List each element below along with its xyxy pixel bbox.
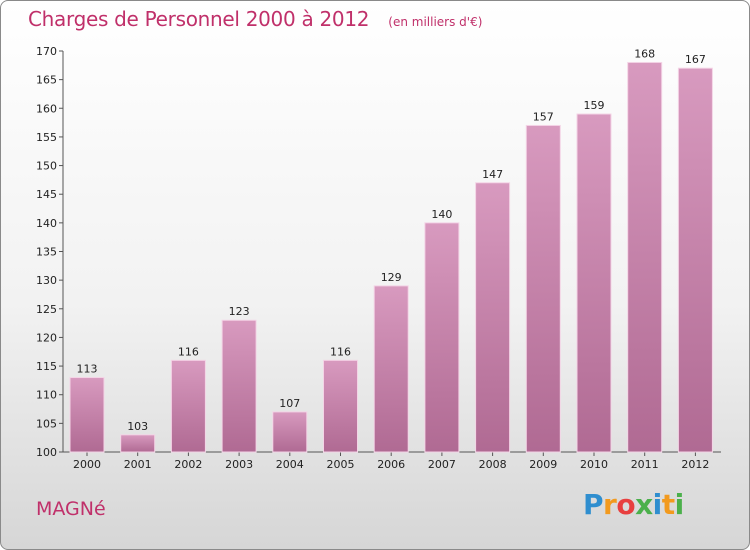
bar [221, 319, 257, 453]
x-tick-label: 2005 [327, 458, 355, 471]
x-tick-label: 2002 [174, 458, 202, 471]
logo-letter: r [603, 488, 617, 521]
bar-value-label: 167 [685, 53, 706, 66]
x-tick-label: 2000 [73, 458, 101, 471]
bar [272, 411, 308, 453]
bar [677, 67, 713, 453]
x-tick-label: 2012 [681, 458, 709, 471]
bar [323, 359, 358, 453]
chart-subtitle: (en milliers d'€) [388, 15, 483, 29]
y-tick-label: 160 [36, 102, 57, 115]
bar-value-label: 147 [482, 168, 503, 181]
chart-title-block: Charges de Personnel 2000 à 2012 (en mil… [28, 7, 482, 31]
x-tick-label: 2009 [529, 458, 557, 471]
bar-value-label: 107 [279, 397, 300, 410]
y-tick-label: 155 [36, 131, 57, 144]
bar [69, 377, 105, 453]
y-tick-label: 135 [36, 246, 57, 259]
bar-value-label: 168 [634, 47, 655, 60]
bar-value-label: 116 [178, 345, 199, 358]
y-tick-label: 170 [36, 45, 57, 58]
bar-value-label: 159 [584, 99, 605, 112]
y-tick-label: 120 [36, 331, 57, 344]
bar [627, 61, 663, 453]
bar-value-label: 113 [77, 363, 98, 376]
x-tick-label: 2011 [631, 458, 659, 471]
y-tick-label: 150 [36, 160, 57, 173]
x-tick-label: 2008 [479, 458, 507, 471]
logo-letter: i [674, 488, 685, 521]
logo-letter: t [661, 488, 675, 521]
x-tick-label: 2004 [276, 458, 304, 471]
y-tick-label: 145 [36, 188, 57, 201]
x-tick-label: 2001 [124, 458, 152, 471]
y-tick-label: 140 [36, 217, 57, 230]
bar [424, 222, 460, 453]
x-tick-label: 2006 [377, 458, 405, 471]
bar [373, 285, 409, 453]
x-tick-label: 2003 [225, 458, 253, 471]
bar-value-label: 116 [330, 345, 351, 358]
bar [475, 182, 511, 453]
bar-value-label: 129 [381, 271, 402, 284]
bar [525, 124, 561, 453]
y-tick-label: 100 [36, 446, 57, 459]
bar-value-label: 123 [229, 305, 250, 318]
location-name: MAGNé [36, 498, 106, 520]
x-tick-label: 2007 [428, 458, 456, 471]
logo-letter: P [583, 488, 604, 521]
logo-letter: x [635, 488, 653, 521]
y-tick-label: 105 [36, 417, 57, 430]
y-tick-label: 110 [36, 389, 57, 402]
bar [120, 434, 156, 453]
bar-value-label: 157 [533, 110, 554, 123]
x-tick-label: 2010 [580, 458, 608, 471]
y-tick-label: 165 [36, 74, 57, 87]
bar [170, 359, 206, 453]
y-tick-label: 115 [36, 360, 57, 373]
bar [576, 113, 612, 453]
chart-title: Charges de Personnel 2000 à 2012 [28, 7, 370, 31]
bar-value-label: 140 [431, 208, 452, 221]
y-tick-label: 125 [36, 303, 57, 316]
bar-value-label: 103 [127, 420, 148, 433]
y-tick-label: 130 [36, 274, 57, 287]
logo-letter: i [652, 488, 663, 521]
proxiti-logo: Proxiti [583, 488, 684, 521]
logo-letter: o [616, 488, 636, 521]
